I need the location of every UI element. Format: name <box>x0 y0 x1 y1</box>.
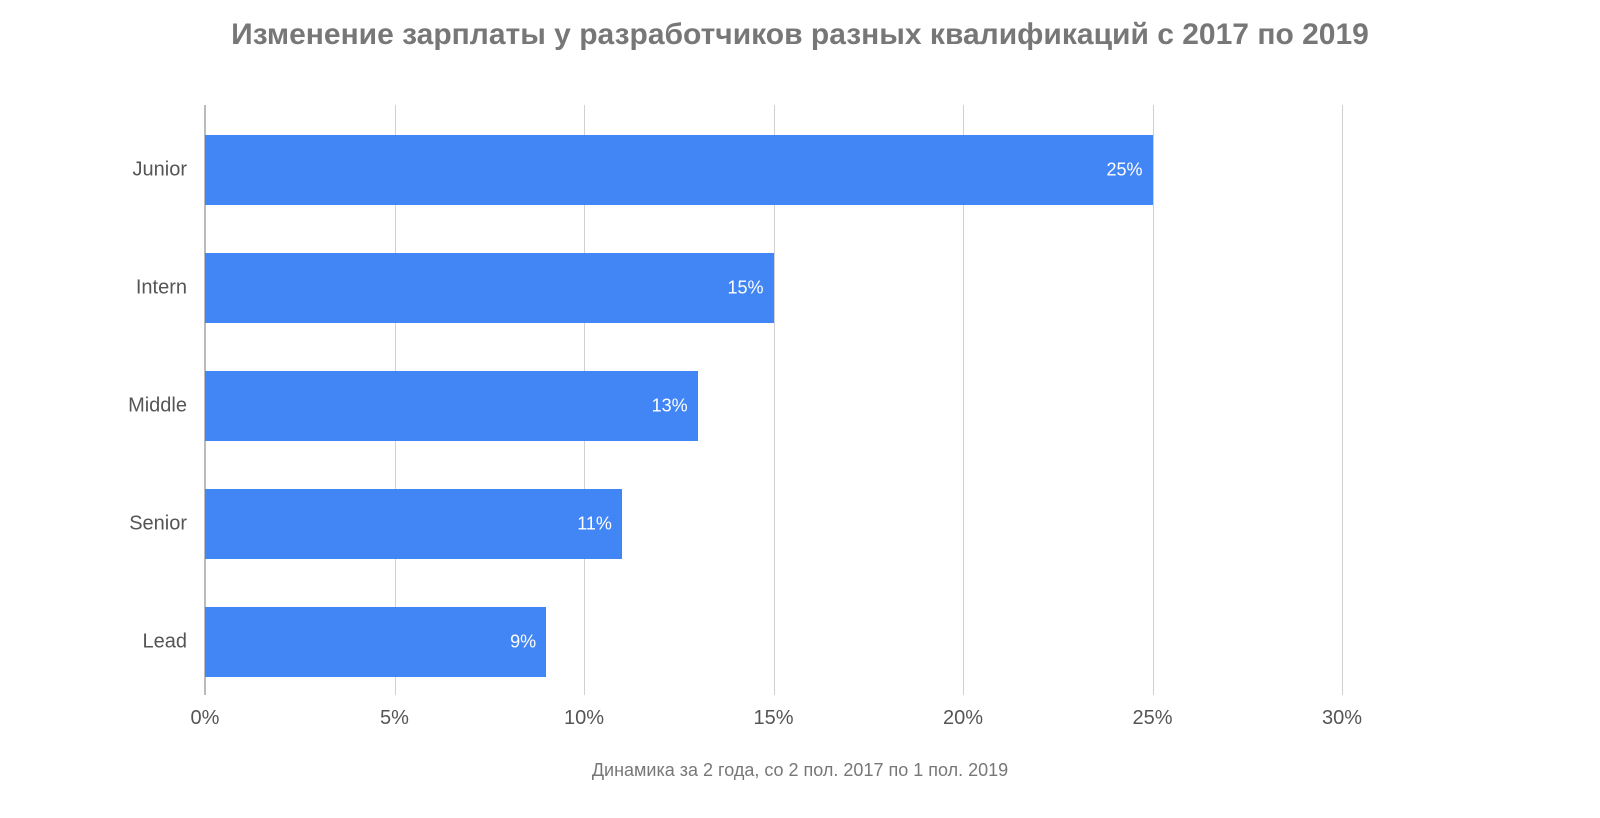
bar-value-label: 25% <box>1106 160 1142 181</box>
x-tick-label: 30% <box>1322 695 1362 730</box>
bar-row: Junior25% <box>205 135 1342 205</box>
bar-row: Lead9% <box>205 607 1342 677</box>
category-label: Middle <box>128 395 205 418</box>
category-label: Lead <box>143 631 206 654</box>
x-tick-label: 0% <box>191 695 220 730</box>
chart-title: Изменение зарплаты у разработчиков разны… <box>0 18 1600 52</box>
bar-row: Senior11% <box>205 489 1342 559</box>
bar-value-label: 9% <box>510 632 536 653</box>
bar: 11% <box>205 489 622 559</box>
bar-value-label: 15% <box>727 278 763 299</box>
bar-value-label: 11% <box>577 514 612 535</box>
bar: 9% <box>205 607 546 677</box>
plot-area: 0%5%10%15%20%25%30%Junior25%Intern15%Mid… <box>205 105 1342 695</box>
x-tick-label: 25% <box>1132 695 1172 730</box>
bar: 13% <box>205 371 698 441</box>
x-tick-label: 20% <box>943 695 983 730</box>
x-tick-label: 10% <box>564 695 604 730</box>
x-tick-label: 5% <box>380 695 409 730</box>
gridline <box>1342 105 1343 695</box>
chart-container: Изменение зарплаты у разработчиков разны… <box>0 0 1600 818</box>
bar: 25% <box>205 135 1153 205</box>
category-label: Senior <box>129 513 205 536</box>
x-axis-title: Динамика за 2 года, со 2 пол. 2017 по 1 … <box>0 760 1600 781</box>
bar: 15% <box>205 253 774 323</box>
x-tick-label: 15% <box>753 695 793 730</box>
bar-row: Middle13% <box>205 371 1342 441</box>
bar-row: Intern15% <box>205 253 1342 323</box>
category-label: Junior <box>133 159 205 182</box>
category-label: Intern <box>136 277 205 300</box>
bar-value-label: 13% <box>652 396 688 417</box>
